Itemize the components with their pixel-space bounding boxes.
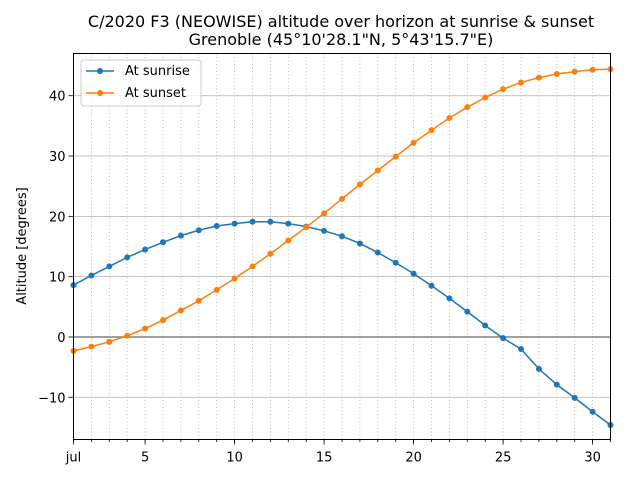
data-point-sunset: [553, 71, 560, 78]
data-point-sunset: [500, 86, 507, 93]
x-tick-label: 25: [495, 451, 512, 466]
data-point-sunset: [482, 94, 489, 101]
legend-label-sunrise: At sunrise: [125, 64, 190, 79]
data-point-sunset: [303, 224, 310, 231]
y-tick-label: 20: [49, 210, 66, 225]
data-point-sunrise: [106, 263, 113, 270]
data-point-sunset: [428, 127, 435, 134]
x-tick-label: 30: [584, 451, 601, 466]
data-point-sunset: [464, 104, 471, 111]
data-point-sunrise: [267, 218, 274, 225]
chart-title: C/2020 F3 (NEOWISE) altitude over horizo…: [88, 12, 594, 31]
data-point-sunset: [518, 79, 524, 86]
y-tick-label: 40: [49, 90, 66, 105]
data-point-sunset: [195, 297, 202, 304]
data-point-sunset: [571, 68, 578, 75]
data-point-sunset: [213, 286, 220, 293]
y-tick-label: 0: [57, 331, 65, 346]
y-axis-label: Altitude [degrees]: [15, 187, 30, 304]
data-point-sunrise: [160, 239, 166, 246]
data-point-sunrise: [177, 232, 184, 239]
data-point-sunset: [356, 181, 363, 188]
data-point-sunrise: [446, 295, 453, 302]
y-tick-label: 10: [49, 271, 66, 286]
data-point-sunrise: [321, 227, 328, 234]
data-point-sunset: [106, 338, 113, 345]
data-point-sunrise: [553, 381, 560, 388]
data-point-sunrise: [410, 270, 417, 277]
data-point-sunrise: [124, 254, 131, 261]
data-point-sunrise: [482, 322, 489, 329]
x-tick-label: 10: [226, 451, 243, 466]
data-point-sunset: [231, 275, 238, 282]
data-point-sunset: [589, 66, 596, 73]
data-point-sunset: [142, 325, 149, 332]
data-point-sunrise: [142, 246, 149, 253]
data-point-sunset: [321, 210, 328, 217]
data-point-sunrise: [500, 335, 507, 342]
data-point-sunrise: [249, 218, 256, 225]
data-point-sunrise: [464, 308, 471, 315]
data-point-sunset: [267, 250, 274, 257]
data-point-sunrise: [428, 282, 435, 289]
data-point-sunset: [446, 115, 453, 122]
y-tick-label: −10: [38, 391, 65, 406]
data-point-sunset: [249, 263, 256, 270]
data-point-sunset: [177, 307, 184, 314]
chart-subtitle: Grenoble (45°10'28.1"N, 5°43'15.7"E): [189, 30, 494, 49]
x-tick-label: 5: [141, 451, 149, 466]
x-axis-ticks: jul 5 10 15 20 25 30: [65, 439, 611, 466]
data-point-sunrise: [195, 227, 202, 234]
legend-marker-sunset: [97, 90, 103, 96]
y-tick-label: 30: [49, 150, 66, 165]
data-point-sunset: [160, 317, 166, 324]
data-point-sunset: [392, 153, 399, 160]
data-point-sunrise: [88, 272, 95, 279]
data-point-sunrise: [535, 365, 542, 372]
data-point-sunrise: [339, 233, 345, 240]
data-point-sunset: [339, 195, 345, 202]
data-point-sunset: [124, 332, 131, 339]
data-point-sunrise: [392, 259, 399, 266]
data-point-sunrise: [356, 240, 363, 247]
data-point-sunrise: [285, 220, 292, 227]
data-point-sunrise: [589, 408, 596, 415]
x-tick-label: 20: [405, 451, 422, 466]
series-layer: [70, 66, 614, 429]
data-point-sunrise: [213, 222, 220, 229]
legend-label-sunset: At sunset: [125, 86, 186, 101]
x-tick-label: jul: [65, 451, 81, 466]
data-point-sunset: [535, 74, 542, 81]
y-axis-ticks: −10 0 10 20 30 40: [38, 90, 74, 406]
data-point-sunset: [88, 343, 95, 350]
data-point-sunset: [374, 167, 381, 174]
data-point-sunrise: [374, 249, 381, 256]
data-point-sunset: [285, 237, 292, 244]
data-point-sunset: [410, 139, 417, 146]
legend: At sunrise At sunset: [80, 59, 202, 107]
data-point-sunrise: [231, 220, 238, 227]
legend-marker-sunrise: [97, 68, 103, 74]
data-point-sunrise: [518, 346, 524, 353]
x-tick-label: 15: [316, 451, 333, 466]
data-point-sunrise: [571, 394, 578, 401]
series-line-sunset: [73, 68, 611, 352]
